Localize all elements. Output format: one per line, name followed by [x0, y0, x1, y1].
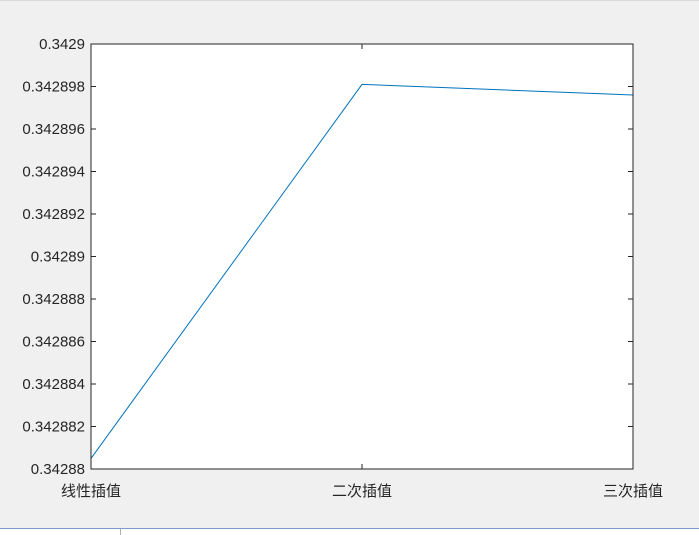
- y-tick-label: 0.34288: [31, 461, 85, 478]
- y-tick-label: 0.342882: [22, 419, 85, 436]
- y-tick-label: 0.342898: [22, 79, 85, 96]
- y-tick-label: 0.342894: [22, 164, 85, 181]
- x-tick-label: 二次插值: [332, 483, 392, 500]
- y-tick-label: 0.3429: [39, 36, 85, 53]
- y-tick-label: 0.342884: [22, 376, 85, 393]
- plot-area: [91, 44, 633, 469]
- bottom-panel-edge: [0, 528, 699, 535]
- y-tick-label: 0.342888: [22, 291, 85, 308]
- x-tick-label: 线性插值: [61, 483, 121, 500]
- x-tick-label: 三次插值: [603, 483, 663, 500]
- y-tick-label: 0.342886: [22, 334, 85, 351]
- y-tick-label: 0.34289: [31, 249, 85, 266]
- y-tick-label: 0.342896: [22, 121, 85, 138]
- y-tick-label: 0.342892: [22, 206, 85, 223]
- bottom-tab-edge: [0, 529, 121, 535]
